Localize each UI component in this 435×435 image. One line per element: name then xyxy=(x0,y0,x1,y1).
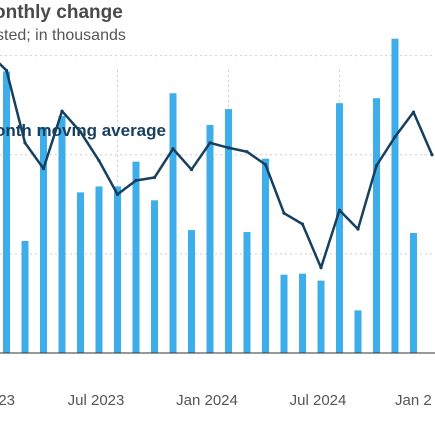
bar-18 xyxy=(336,103,343,353)
moving-average-annotation: onth moving average xyxy=(0,121,166,140)
bar-14 xyxy=(262,158,269,353)
moving-average-point-12 xyxy=(208,141,212,145)
moving-average-point-13 xyxy=(226,146,231,150)
bar-10 xyxy=(188,230,195,353)
bar-3 xyxy=(58,116,66,353)
moving-average-series xyxy=(0,62,434,270)
bar-21 xyxy=(391,38,399,354)
chart-title: onthly change xyxy=(0,2,123,23)
bar-12 xyxy=(225,109,232,353)
bar-11 xyxy=(206,124,214,353)
moving-average-point-3 xyxy=(41,166,46,171)
moving-average-point-23 xyxy=(411,110,416,114)
moving-average-point-14 xyxy=(245,150,249,154)
bar-4 xyxy=(77,192,84,353)
moving-average-point-18 xyxy=(319,266,323,270)
x-tick-label-2: Jan 2024 xyxy=(176,392,238,409)
bar-13 xyxy=(243,232,251,353)
x-tick-label-3: Jul 2024 xyxy=(290,392,347,409)
bar-5 xyxy=(95,186,103,353)
moving-average-point-22 xyxy=(393,135,397,139)
moving-average-point-17 xyxy=(300,222,305,226)
x-axis-tick-labels: 023 Jul 2023 Jan 2024 Jul 2024 Jan 2 xyxy=(0,392,432,409)
moving-average-point-21 xyxy=(374,164,379,168)
bar-16 xyxy=(299,273,306,353)
moving-average-point-16 xyxy=(282,211,286,215)
bar-17 xyxy=(317,280,325,353)
bar-22 xyxy=(410,233,417,353)
chart-subtitle: sted; in thousands xyxy=(0,27,126,44)
bar-15 xyxy=(280,274,288,353)
x-tick-label-0: 023 xyxy=(0,392,15,409)
bar-19 xyxy=(354,310,362,353)
x-tick-label-1: Jul 2023 xyxy=(68,392,125,409)
moving-average-point-20 xyxy=(356,227,360,231)
x-tick-label-4: Jan 2 xyxy=(395,392,432,409)
bar-0 xyxy=(3,71,10,353)
moving-average-point-5 xyxy=(78,130,83,134)
bar-7 xyxy=(132,161,140,353)
bar-2 xyxy=(40,126,47,353)
bar-6 xyxy=(114,186,121,353)
bar-8 xyxy=(151,200,158,353)
moving-average-point-10 xyxy=(171,147,175,151)
moving-average-point-1 xyxy=(4,68,9,73)
moving-average-point-9 xyxy=(152,175,157,180)
bar-9 xyxy=(169,93,177,353)
moving-average-point-24 xyxy=(430,153,434,157)
moving-average-point-7 xyxy=(115,192,120,196)
moving-average-point-8 xyxy=(134,178,138,183)
moving-average-point-15 xyxy=(263,163,268,167)
bar-20 xyxy=(373,98,380,354)
moving-average-point-11 xyxy=(189,167,194,172)
bar-series xyxy=(3,38,417,354)
moving-average-point-4 xyxy=(60,109,64,113)
bar-1 xyxy=(21,240,29,353)
moving-average-point-19 xyxy=(337,208,342,212)
moving-average-point-6 xyxy=(97,159,101,163)
moving-average-point-2 xyxy=(23,141,27,145)
